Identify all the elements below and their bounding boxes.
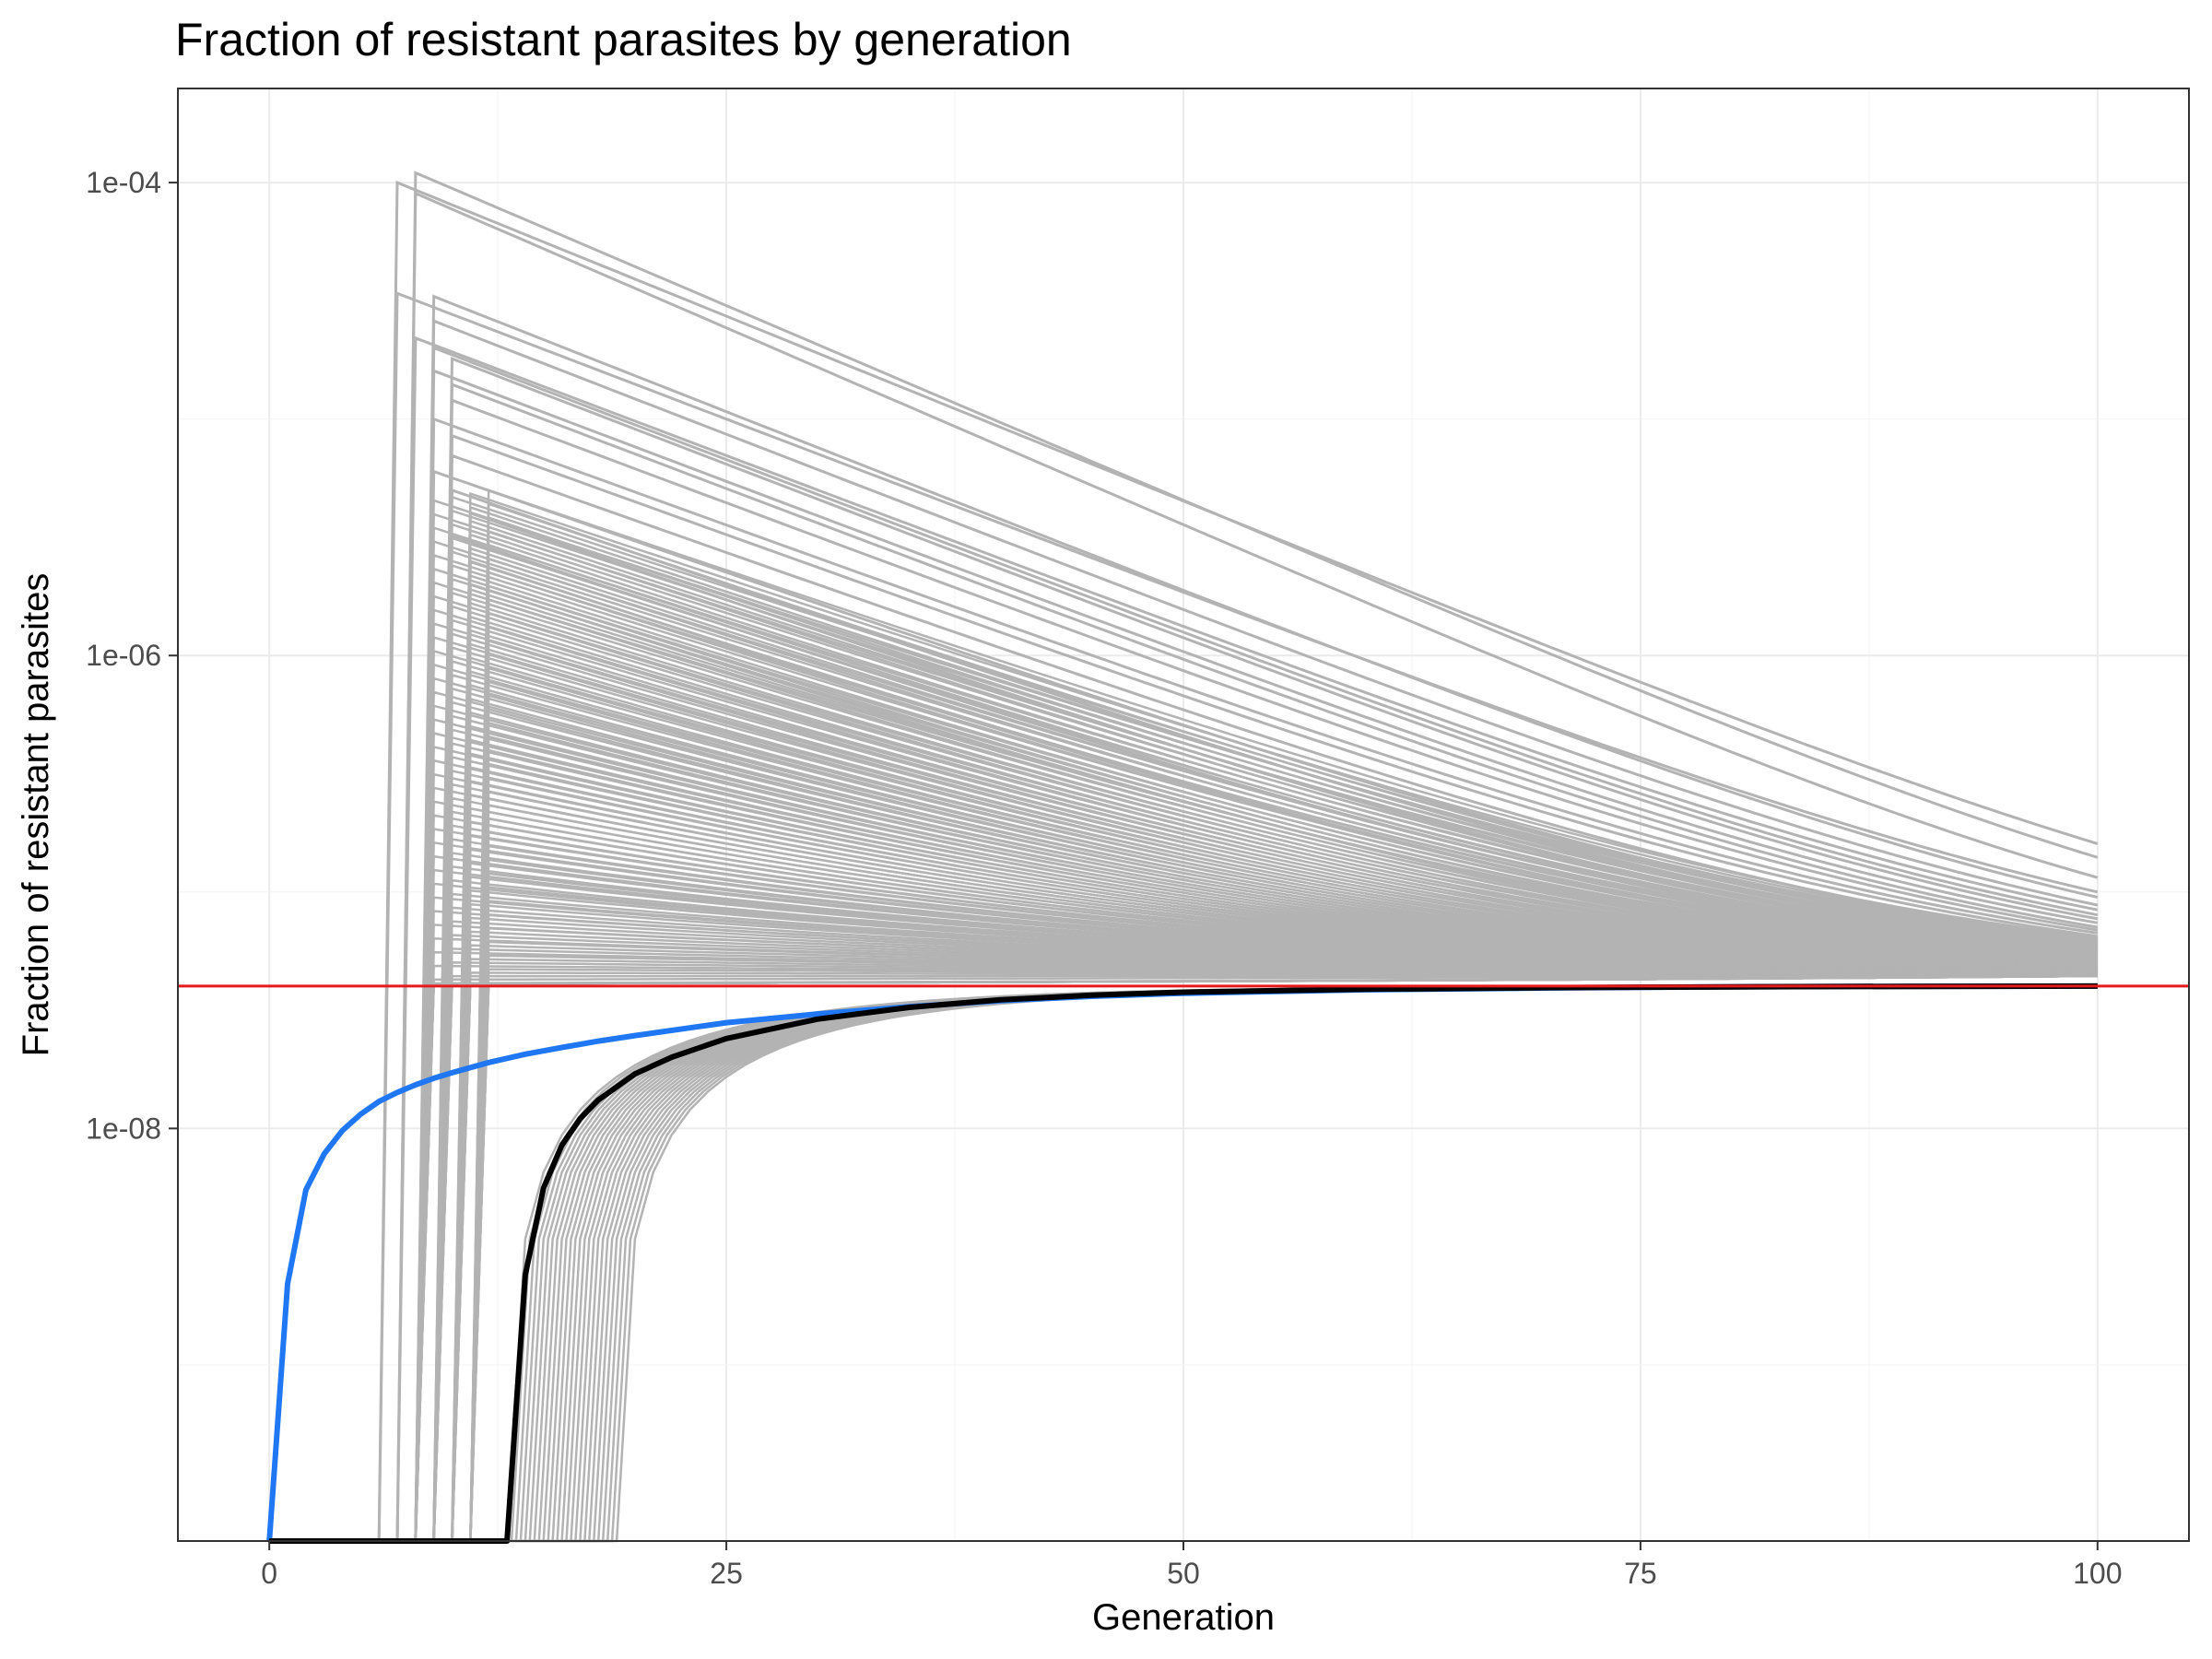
x-tick-label: 50 bbox=[1167, 1557, 1200, 1590]
simulation-line bbox=[269, 382, 2099, 1543]
simulation-line bbox=[269, 523, 2098, 1543]
simulation-line bbox=[269, 335, 2099, 1543]
simulation-line bbox=[269, 346, 2099, 1543]
simulation-line bbox=[269, 605, 2098, 1543]
simulation-line bbox=[269, 319, 2099, 1543]
y-axis-title: Fraction of resistant parasites bbox=[16, 573, 56, 1057]
black-series-line bbox=[269, 982, 2098, 1544]
y-tick-label: 1e-04 bbox=[86, 166, 161, 199]
simulation-line bbox=[269, 974, 2098, 1543]
x-axis-ticks: 0 25 50 75 100 bbox=[261, 1541, 2123, 1590]
simulation-line bbox=[269, 553, 2098, 1543]
y-axis-ticks: 1e-04 1e-06 1e-08 bbox=[86, 166, 178, 1145]
chart-title: Fraction of resistant parasites by gener… bbox=[175, 14, 1072, 65]
simulation-line bbox=[269, 369, 2099, 1543]
x-tick-label: 0 bbox=[261, 1557, 277, 1590]
x-axis-title: Generation bbox=[1092, 1597, 1275, 1638]
x-tick-label: 100 bbox=[2073, 1557, 2122, 1590]
simulation-line bbox=[269, 469, 2098, 1543]
simulation-line bbox=[269, 534, 2098, 1543]
simulation-line bbox=[269, 488, 2098, 1543]
simulation-line bbox=[269, 495, 2098, 1543]
simulation-line bbox=[269, 453, 2099, 1543]
simulation-line bbox=[269, 398, 2099, 1543]
x-tick-label: 25 bbox=[710, 1557, 743, 1590]
simulation-line bbox=[269, 433, 2099, 1543]
x-tick-label: 75 bbox=[1624, 1557, 1657, 1590]
series-lines bbox=[266, 982, 2098, 1544]
simulation-line bbox=[269, 294, 2099, 1543]
y-tick-label: 1e-08 bbox=[86, 1112, 161, 1145]
simulation-line bbox=[269, 559, 2098, 1543]
simulation-line bbox=[269, 582, 2098, 1543]
simulation-line bbox=[269, 191, 2099, 1543]
simulation-line bbox=[269, 608, 2098, 1543]
grid-lines bbox=[178, 88, 2189, 1541]
simulation-line bbox=[269, 417, 2099, 1543]
simulation-line bbox=[269, 357, 2099, 1543]
simulation-line bbox=[269, 511, 2098, 1543]
y-tick-label: 1e-06 bbox=[86, 639, 161, 672]
simulation-line bbox=[269, 171, 2099, 1543]
simulation-line bbox=[269, 539, 2098, 1543]
